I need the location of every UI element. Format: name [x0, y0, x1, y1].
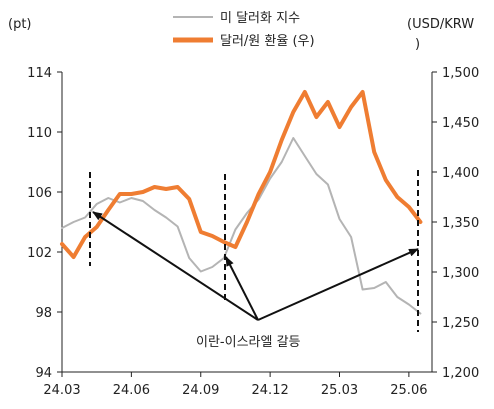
x-tick-label: 24.09	[182, 383, 219, 398]
series-layer	[60, 90, 423, 315]
right-tick-label: 1,400	[442, 166, 479, 181]
annotation-arrow	[225, 256, 259, 321]
left-tick-label: 94	[35, 366, 52, 381]
left-tick-label: 114	[27, 66, 52, 81]
right-axis-unit-label: (USD/KRW	[407, 17, 474, 32]
annotation-arrow	[257, 248, 419, 321]
left-axis-ticks: 114 110 106 102 98 94	[27, 66, 62, 381]
right-tick-label: 1,300	[442, 266, 479, 281]
legend-label-usdkrw: 달러/원 환율 (우)	[220, 34, 315, 49]
left-tick-label: 106	[27, 186, 52, 201]
annotation-arrows	[92, 211, 419, 321]
x-tick-label: 25.06	[390, 383, 427, 398]
x-tick-label: 24.12	[252, 383, 289, 398]
right-tick-label: 1,500	[442, 66, 479, 81]
x-tick-label: 25.03	[321, 383, 358, 398]
left-tick-label: 98	[35, 306, 52, 321]
right-axis-ticks: 1,500 1,450 1,400 1,350 1,300 1,250 1,200	[432, 66, 479, 381]
x-tick-label: 24.03	[43, 383, 80, 398]
series-line-usdkrw	[60, 90, 423, 259]
right-axis-unit-label-cont: )	[415, 37, 420, 52]
left-tick-label: 102	[27, 246, 52, 261]
left-axis-unit-label: (pt)	[8, 17, 32, 32]
right-tick-label: 1,250	[442, 316, 479, 331]
right-tick-label: 1,350	[442, 216, 479, 231]
annotation-arrow	[92, 211, 259, 321]
right-tick-label: 1,450	[442, 116, 479, 131]
x-tick-label: 24.06	[113, 383, 150, 398]
right-tick-label: 1,200	[442, 366, 479, 381]
series-line-dollar-index	[61, 137, 422, 315]
legend-label-dollar-index: 미 달러화 지수	[220, 11, 300, 26]
left-tick-label: 110	[27, 126, 52, 141]
legend: 미 달러화 지수 달러/원 환율 (우)	[173, 11, 315, 49]
x-axis-ticks: 24.03 24.06 24.09 24.12 25.03 25.06	[43, 372, 427, 398]
annotation-label: 이란-이스라엘 갈등	[196, 335, 301, 350]
